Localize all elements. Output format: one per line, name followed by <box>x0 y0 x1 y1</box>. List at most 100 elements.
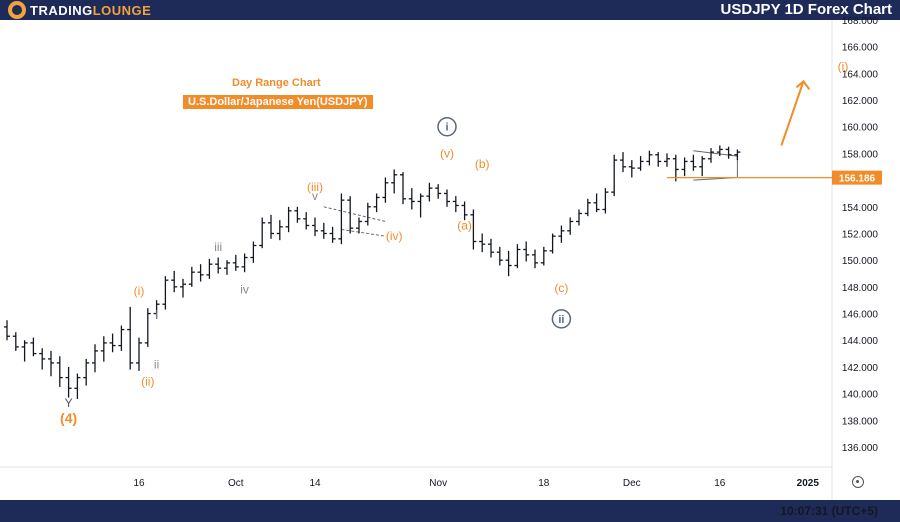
ohlc-bar <box>338 193 345 245</box>
ohlc-bar <box>611 154 618 197</box>
ohlc-bar <box>567 217 574 235</box>
triangle-line-lower <box>341 228 386 237</box>
wave-circle <box>437 116 457 137</box>
y-tick-label: 138.000 <box>842 416 879 427</box>
wave-label: i <box>155 308 158 322</box>
ohlc-bar <box>690 154 697 171</box>
y-tick-label: 160.000 <box>842 123 879 134</box>
wave-label: (ii) <box>141 375 154 389</box>
wave-label: (i) <box>838 60 849 74</box>
ohlc-bar <box>558 225 565 243</box>
ohlc-bar <box>532 249 538 269</box>
ohlc-bar <box>479 233 486 253</box>
ohlc-bar <box>681 157 688 177</box>
ohlc-bar <box>400 172 406 205</box>
ohlc-bar <box>444 189 450 207</box>
ohlc-bar <box>39 348 46 370</box>
ohlc-bar <box>276 220 283 241</box>
y-tick-label: 144.000 <box>842 336 879 347</box>
x-tick-label: 14 <box>309 478 321 489</box>
ohlc-bar <box>180 278 186 298</box>
arrow-head <box>795 79 811 90</box>
ohlc-bar <box>4 320 10 341</box>
ohlc-bar <box>30 337 37 357</box>
ohlc-bar <box>241 253 248 273</box>
ohlc-bar <box>215 257 222 274</box>
ohlc-bar <box>285 206 292 233</box>
ohlc-bar <box>514 244 521 269</box>
ohlc-bar <box>646 150 653 166</box>
ohlc-bar <box>488 238 494 258</box>
ohlc-bar <box>329 226 336 243</box>
ohlc-bar <box>74 373 81 399</box>
ohlc-bar <box>250 241 257 263</box>
ohlc-bar <box>100 336 107 362</box>
wave-label: iii <box>214 240 222 254</box>
y-tick-label: 158.000 <box>842 149 879 160</box>
clock-readout: 10:07:31 (UTC+5) <box>780 504 878 518</box>
ohlc-bar <box>699 156 706 177</box>
ohlc-bar <box>127 306 134 370</box>
ohlc-bar <box>268 214 274 239</box>
ohlc-bar <box>435 184 442 199</box>
y-tick-label: 146.000 <box>842 310 879 321</box>
logo-text: TRADINGLOUNGE <box>30 2 152 18</box>
wave-label: (c) <box>554 281 568 295</box>
pair-badge: U.S.Dollar/Japanese Yen(USDJPY) <box>183 95 373 109</box>
x-tick-label: Dec <box>623 478 641 489</box>
ohlc-bar <box>373 193 380 213</box>
ohlc-bar <box>232 254 239 271</box>
y-tick-label: 164.000 <box>842 69 879 80</box>
ohlc-bar <box>347 196 354 234</box>
ohlc-bar <box>259 217 266 249</box>
ohlc-bar <box>576 209 582 226</box>
wave-label: v <box>312 189 318 203</box>
settings-gear-icon[interactable] <box>852 476 864 488</box>
ohlc-bar <box>206 258 213 279</box>
ohlc-bar <box>664 153 670 167</box>
ohlc-bar <box>620 152 626 173</box>
ohlc-bar <box>144 308 151 347</box>
ohlc-bar <box>602 188 609 214</box>
triangle-line-upper <box>323 206 386 222</box>
ohlc-bar <box>382 177 389 203</box>
y-tick-label: 162.000 <box>842 96 879 107</box>
ohlc-bar <box>584 198 591 217</box>
wave-label: (a) <box>457 218 472 232</box>
ohlc-bar <box>540 246 547 266</box>
wave-label: (i) <box>134 284 145 298</box>
ohlc-bar <box>197 264 204 282</box>
ohlc-bar <box>356 217 362 234</box>
ohlc-bar <box>549 233 556 254</box>
ohlc-bar <box>83 358 90 386</box>
ohlc-bar <box>171 270 178 293</box>
ohlc-bar <box>628 160 635 178</box>
x-tick-label: Nov <box>429 478 447 489</box>
x-tick-label: 2025 <box>797 478 820 489</box>
ohlc-bar <box>417 193 424 218</box>
ohlc-bar <box>224 260 230 275</box>
ohlc-bar <box>109 333 116 353</box>
wave-label: iv <box>240 283 249 297</box>
wave-circle <box>551 309 572 329</box>
wave-label: ii <box>154 357 159 371</box>
ohlc-bar <box>21 340 28 362</box>
ohlc-bar <box>136 337 142 371</box>
ohlc-bar <box>92 344 98 373</box>
ohlc-bar <box>65 366 72 398</box>
projection-arrow <box>780 81 805 146</box>
ohlc-bar <box>461 201 468 221</box>
current-price-badge <box>832 170 882 185</box>
y-tick-label: 154.000 <box>842 203 879 214</box>
x-tick-label: 16 <box>133 478 145 489</box>
wave-circle-label: ii <box>558 314 564 326</box>
x-tick-label: 18 <box>538 478 550 489</box>
ohlc-bar <box>708 148 714 163</box>
ohlc-bar <box>320 222 327 239</box>
y-tick-label: 166.000 <box>842 43 879 54</box>
wave-label: (b) <box>475 157 490 171</box>
ohlc-bar <box>505 250 512 277</box>
y-tick-label: 140.000 <box>842 390 879 401</box>
